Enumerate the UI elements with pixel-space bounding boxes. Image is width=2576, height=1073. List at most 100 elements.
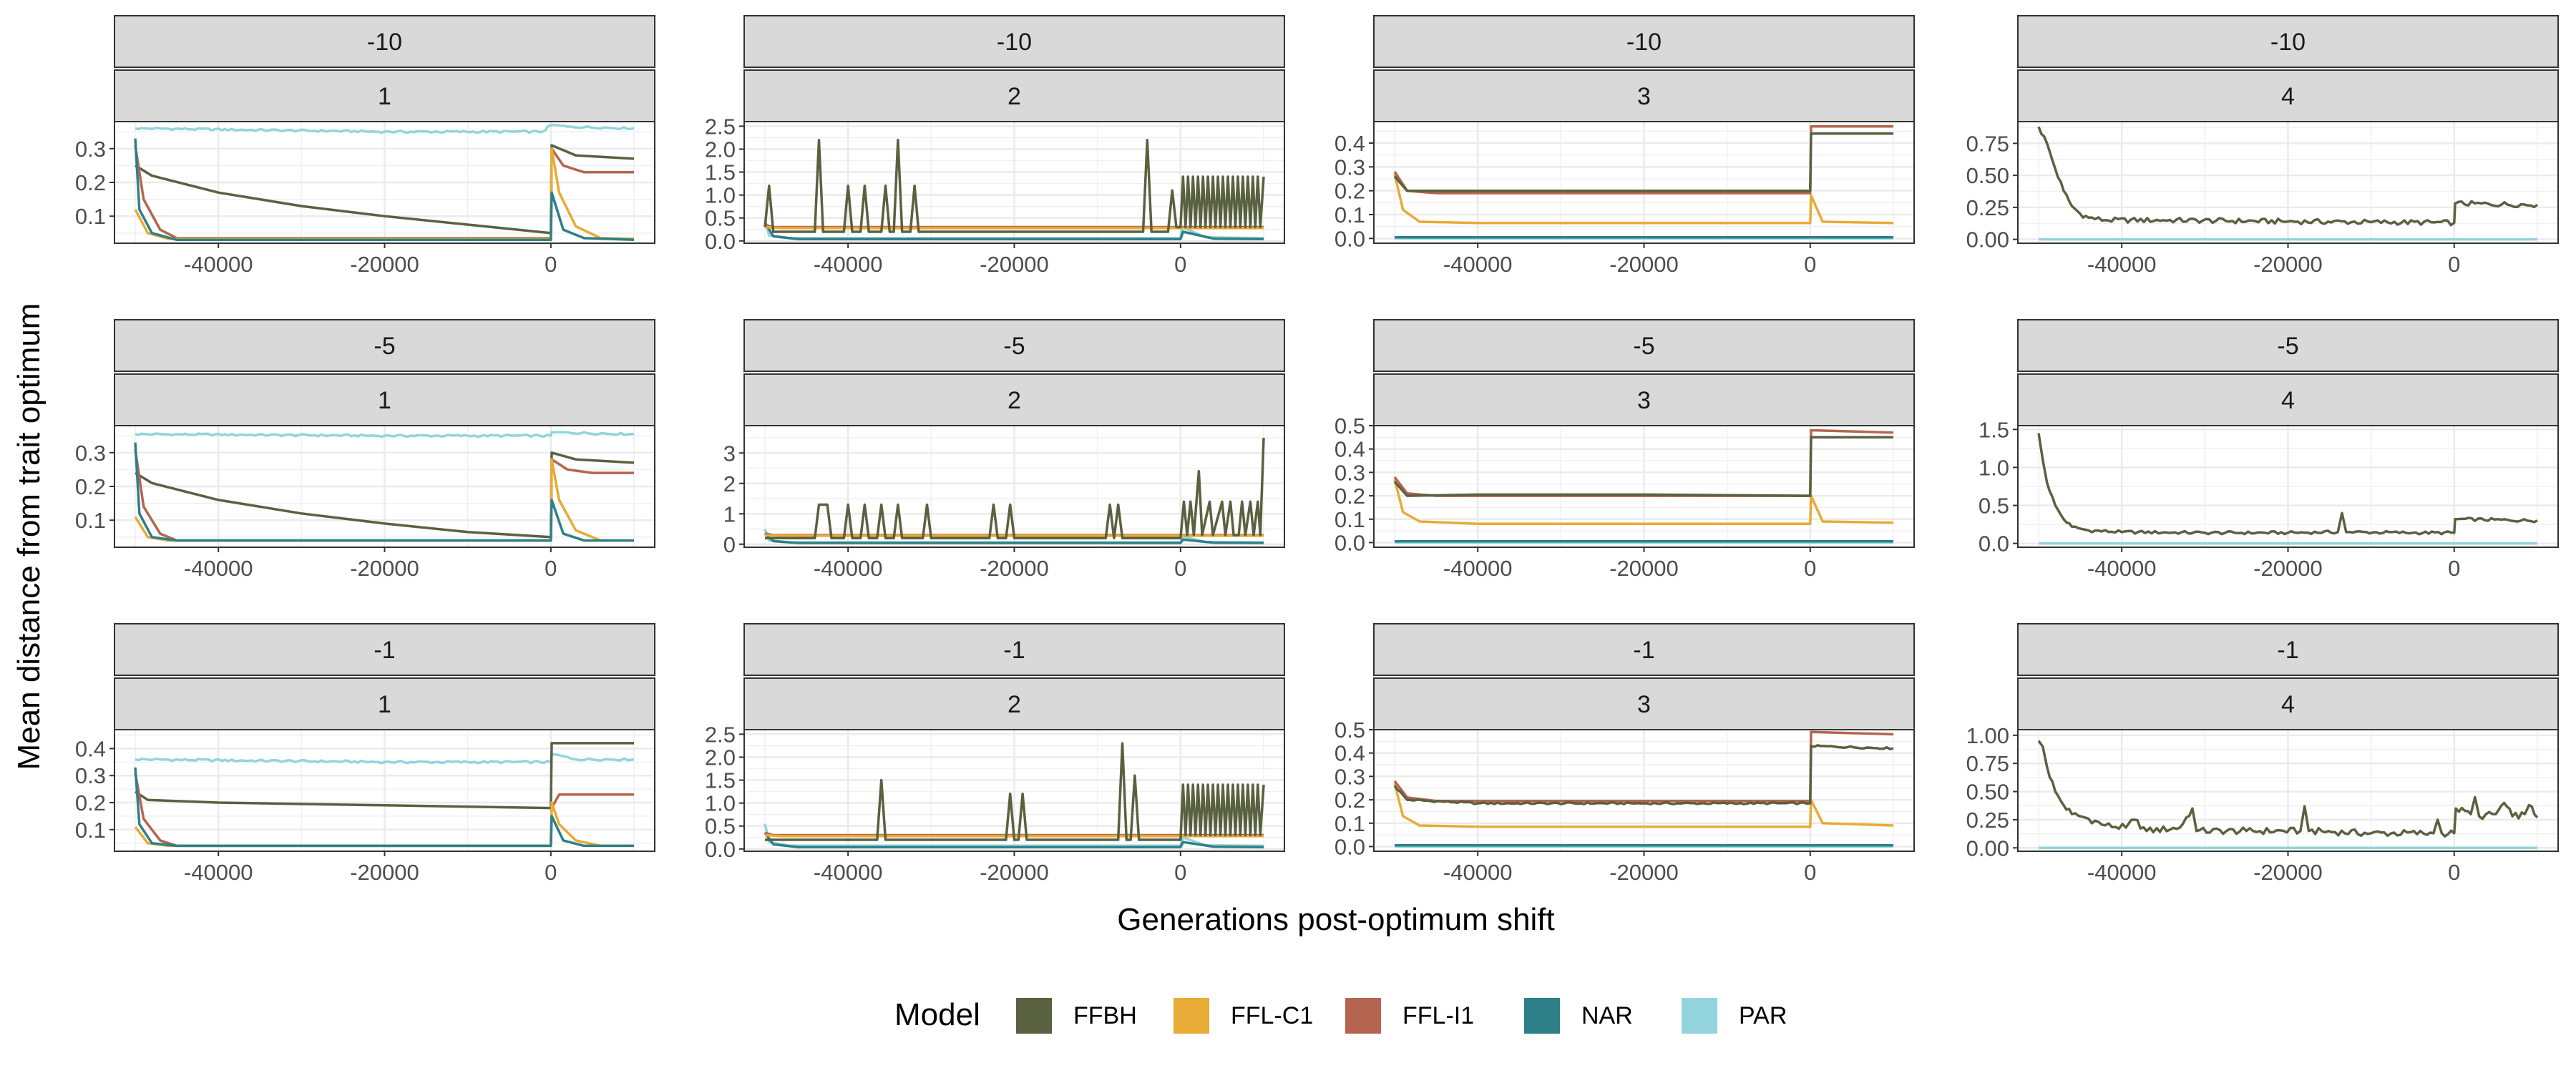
facet-panel: -1 2 0.00.51.01.52.02.5 -40000 -20000 0 (705, 623, 1285, 885)
facet-strip-bottom-label: 1 (378, 387, 391, 414)
x-tick-label: -40000 (1443, 556, 1513, 581)
facet-panel: -1 4 0.00 0.25 0.50 0.75 1.00 -40000 -20000 0 (1966, 623, 2559, 885)
facet-strip-top-label: -10 (367, 29, 402, 56)
facet-strip-bottom (743, 69, 1285, 122)
y-tick-label: 1.00 (1966, 723, 2009, 748)
facet-strip-top (1373, 15, 1915, 68)
y-tick-label: 1.5 (705, 160, 736, 185)
facet-strip-bottom-label: 3 (1637, 387, 1651, 414)
series-lines (134, 431, 635, 542)
series-lines (2037, 126, 2538, 241)
x-tick-label: -40000 (814, 252, 883, 277)
series-line-ffl-c1 (1393, 479, 1894, 526)
facet-strip-top (743, 15, 1285, 68)
x-tick-label: 0 (1174, 252, 1186, 277)
x-tick-label: 0 (2448, 556, 2460, 581)
y-tick-label: 0.3 (75, 441, 106, 466)
x-tick-label: 0 (2448, 252, 2460, 277)
facet-strip-bottom (1373, 373, 1915, 426)
facet-strip-bottom (114, 69, 655, 122)
y-tick-label: 0.1 (75, 818, 106, 843)
legend-label: FFBH (1073, 1002, 1137, 1029)
x-tick-label: -40000 (184, 252, 253, 277)
y-tick-label: 0 (723, 532, 736, 557)
legend-item-ffl-c1: FFL-C1 (1174, 998, 1313, 1034)
x-tick-label: -20000 (980, 860, 1049, 885)
facet-panel: -10 4 0.00 0.25 0.50 0.75 -40000 -20000 0 (1966, 15, 2559, 277)
facet-panel: -5 2 0 1 2 3 -40000 -20000 0 (723, 319, 1285, 581)
legend-item-nar: NAR (1524, 998, 1633, 1034)
series-line-ffbh (765, 742, 1265, 841)
series-lines (134, 123, 635, 242)
facet-strip-bottom-label: 3 (1637, 691, 1651, 718)
y-tick-label: 0.0 (1335, 834, 1365, 859)
series-line-ffbh (765, 437, 1265, 540)
y-tick-label: 2.5 (705, 722, 736, 747)
y-tick-label: 0.4 (75, 736, 106, 761)
facet-strip-top (2017, 623, 2559, 676)
series-line-ffbh (763, 138, 1265, 233)
x-tick-label: 0 (1174, 860, 1186, 885)
y-tick-label: 0.2 (75, 474, 106, 499)
facet-panel: -1 1 0.1 0.20.30.4 -40000 -20000 0 (75, 623, 655, 885)
facet-strip-top-label: -5 (374, 333, 395, 360)
x-tick-label: -40000 (2087, 860, 2157, 885)
x-tick-label: -40000 (2087, 252, 2157, 277)
x-tick-label: -20000 (980, 556, 1049, 581)
legend-label: FFL-C1 (1231, 1002, 1313, 1029)
facet-strip-top-label: -1 (1003, 637, 1025, 664)
y-tick-label: 1 (723, 501, 736, 526)
series-line-ffbh (135, 742, 634, 810)
series-line-ffl-i1 (1393, 730, 1894, 803)
series-line-ffbh (1393, 436, 1893, 497)
facet-strip-top-label: -5 (1633, 333, 1654, 360)
y-tick-label: 0.75 (1966, 751, 2009, 776)
y-tick-label: 0.50 (1966, 163, 2009, 188)
facet-strip-top (114, 319, 655, 372)
x-tick-label: 0 (545, 860, 557, 885)
series-line-ffbh (2037, 433, 2538, 536)
y-tick-label: 0.0 (1335, 530, 1365, 555)
facet-strip-bottom-label: 3 (1637, 83, 1651, 110)
y-tick-label: 1.0 (705, 183, 736, 208)
y-tick-label: 0.2 (1335, 788, 1365, 813)
facet-strip-bottom-label: 2 (1008, 387, 1021, 414)
y-tick-label: 0.5 (705, 206, 736, 231)
facet-strip-top-label: -10 (1626, 29, 1662, 56)
facet-strip-bottom-label: 4 (2281, 691, 2295, 718)
facet-strip-top (114, 15, 655, 68)
y-tick-label: 0.50 (1966, 780, 2009, 805)
x-tick-label: -20000 (350, 860, 419, 885)
facet-panel: -10 1 0.1 0.2 0.3 -40000 -20000 0 (75, 15, 655, 277)
x-tick-label: -20000 (1609, 556, 1679, 581)
series-line-ffbh (1393, 132, 1893, 192)
facet-strip-top (1373, 623, 1915, 676)
facet-panel: -5 4 0.0 0.5 1.0 1.5 -40000 -20000 0 (1979, 319, 2559, 581)
y-tick-label: 0.4 (1335, 741, 1365, 766)
facet-strip-bottom (2017, 373, 2559, 426)
y-tick-label: 0.5 (705, 814, 736, 839)
series-lines (763, 138, 1265, 240)
facet-strip-top (1373, 319, 1915, 372)
x-tick-label: 0 (2448, 860, 2460, 885)
y-tick-label: 3 (723, 441, 736, 466)
y-tick-label: 0.1 (1335, 811, 1365, 836)
x-tick-label: 0 (545, 556, 557, 581)
series-lines (2037, 433, 2538, 545)
series-line-par (135, 123, 635, 134)
y-tick-label: 0.2 (75, 790, 106, 815)
facet-strip-bottom (114, 373, 655, 426)
y-tick-label: 1.0 (705, 791, 736, 816)
x-tick-label: -20000 (350, 556, 419, 581)
x-axis-title: Generations post-optimum shift (1117, 902, 1554, 937)
facet-strip-bottom (1373, 69, 1915, 122)
facet-panel: -5 3 0.00.10.20.30.40.5 -40000 -20000 0 (1335, 319, 1915, 581)
series-lines (763, 742, 1265, 848)
facet-strip-bottom-label: 2 (1008, 83, 1021, 110)
series-line-ffbh (135, 451, 635, 539)
x-tick-label: 0 (1804, 252, 1816, 277)
facet-panel: -10 3 0.00.10.20.30.4 -40000 -20000 0 (1335, 15, 1915, 277)
facet-strip-top-label: -10 (2270, 29, 2306, 56)
